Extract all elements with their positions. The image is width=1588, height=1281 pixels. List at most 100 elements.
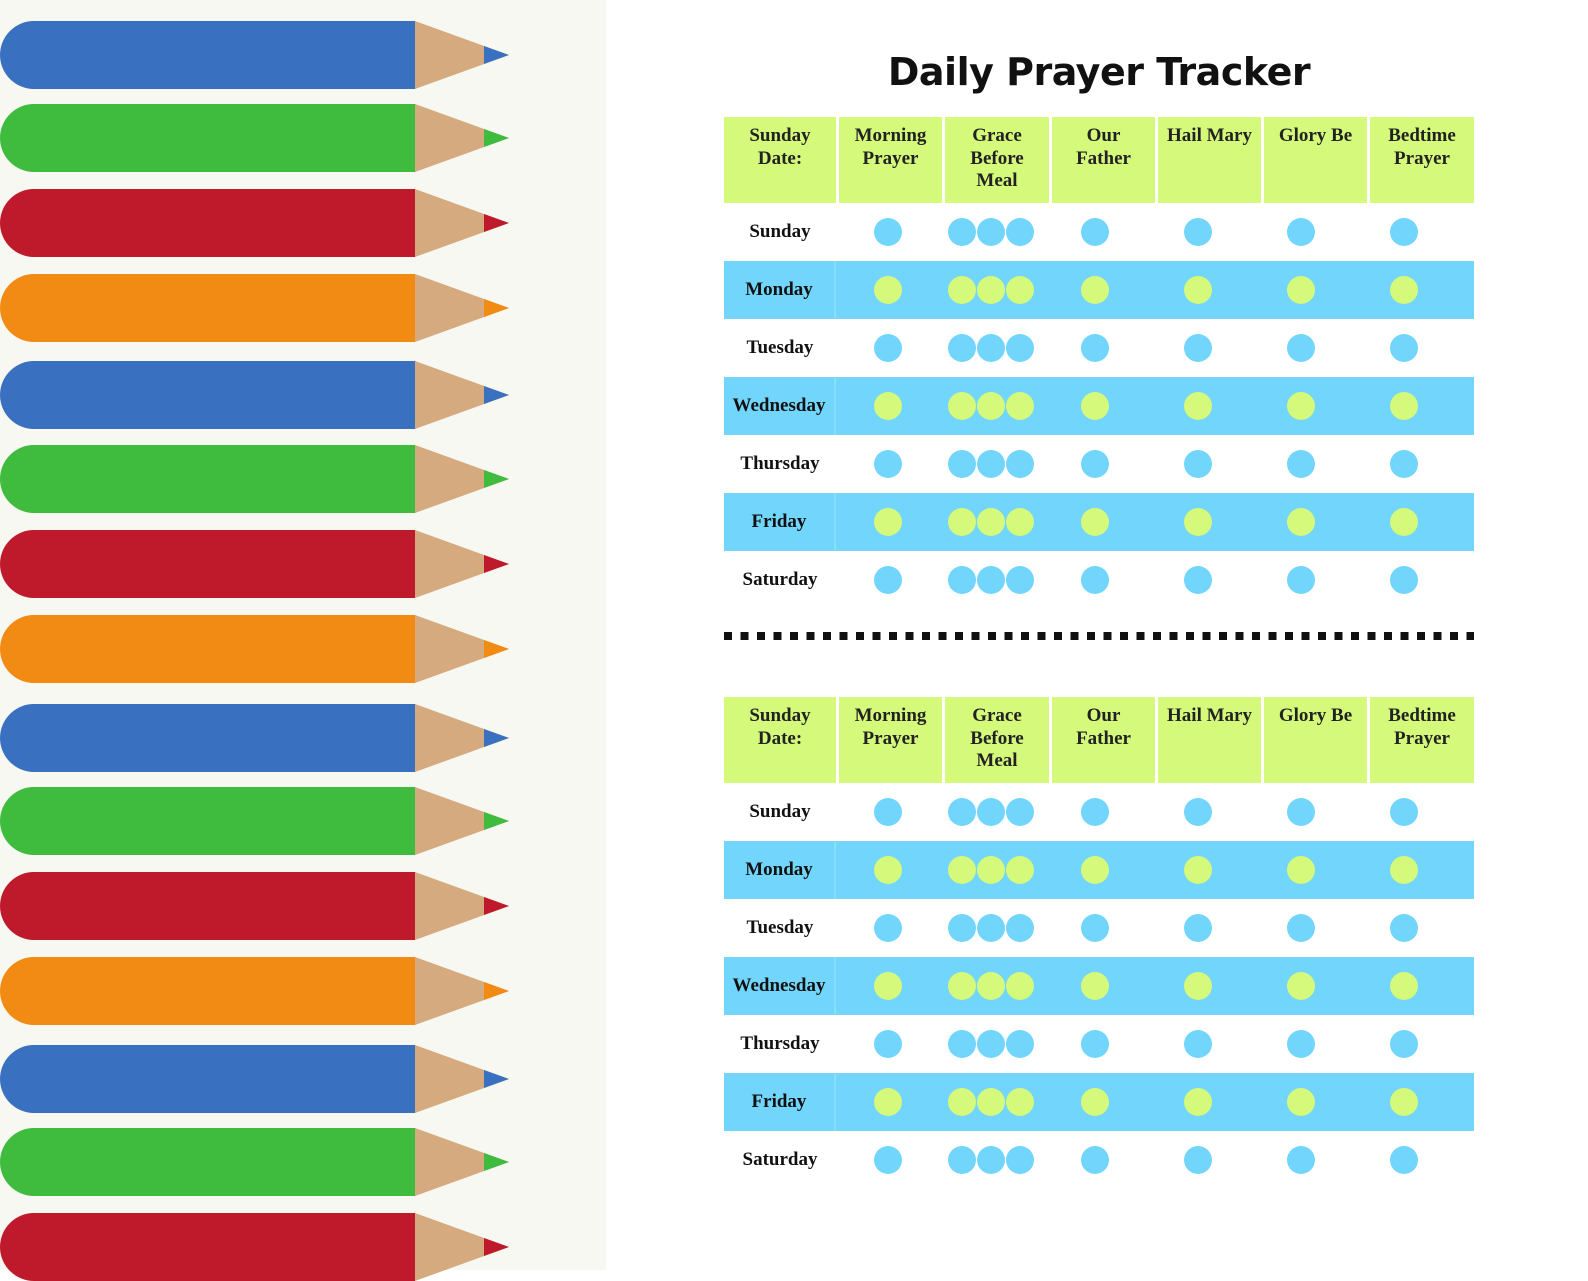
- tracking-circle[interactable]: [1183, 914, 1212, 942]
- tracking-circle[interactable]: [1286, 1030, 1315, 1058]
- tracking-circle[interactable]: [1286, 914, 1315, 942]
- prayer-checkbox-cell[interactable]: [1146, 957, 1249, 1015]
- tracking-circle[interactable]: [1390, 1146, 1418, 1174]
- prayer-checkbox-cell[interactable]: [836, 435, 939, 493]
- tracking-circle[interactable]: [1080, 1030, 1109, 1058]
- prayer-checkbox-cell[interactable]: [1146, 1073, 1249, 1131]
- tracking-circle[interactable]: [1006, 508, 1034, 536]
- tracking-circle[interactable]: [948, 798, 976, 826]
- tracking-circle[interactable]: [873, 508, 902, 536]
- tracking-circle[interactable]: [977, 276, 1005, 304]
- tracking-circle[interactable]: [1286, 450, 1315, 478]
- tracking-circle[interactable]: [1286, 972, 1315, 1000]
- prayer-checkbox-cell[interactable]: [1043, 1015, 1146, 1073]
- prayer-checkbox-cell[interactable]: [836, 783, 939, 841]
- tracking-circle[interactable]: [1183, 276, 1212, 304]
- prayer-checkbox-cell[interactable]: [1249, 203, 1352, 261]
- prayer-checkbox-cell[interactable]: [939, 551, 1043, 609]
- tracking-circle[interactable]: [1286, 334, 1315, 362]
- tracking-circle[interactable]: [1006, 798, 1034, 826]
- prayer-checkbox-cell[interactable]: [1249, 841, 1352, 899]
- prayer-checkbox-cell[interactable]: [1352, 261, 1456, 319]
- prayer-checkbox-cell[interactable]: [836, 203, 939, 261]
- tracking-circle[interactable]: [1006, 972, 1034, 1000]
- tracking-circle[interactable]: [873, 218, 902, 246]
- prayer-checkbox-cell[interactable]: [836, 551, 939, 609]
- prayer-checkbox-cell[interactable]: [1249, 783, 1352, 841]
- tracking-circle[interactable]: [1390, 218, 1418, 246]
- prayer-checkbox-cell[interactable]: [836, 493, 939, 551]
- tracking-circle[interactable]: [977, 566, 1005, 594]
- prayer-checkbox-cell[interactable]: [1146, 203, 1249, 261]
- prayer-checkbox-cell[interactable]: [836, 1131, 939, 1189]
- prayer-checkbox-cell[interactable]: [1249, 493, 1352, 551]
- tracking-circle[interactable]: [873, 856, 902, 884]
- prayer-checkbox-cell[interactable]: [1043, 783, 1146, 841]
- tracking-circle[interactable]: [948, 276, 976, 304]
- prayer-checkbox-cell[interactable]: [1043, 957, 1146, 1015]
- prayer-checkbox-cell[interactable]: [1352, 841, 1456, 899]
- tracking-circle[interactable]: [977, 334, 1005, 362]
- tracking-circle[interactable]: [948, 856, 976, 884]
- prayer-checkbox-cell[interactable]: [1146, 841, 1249, 899]
- tracking-circle[interactable]: [1390, 334, 1418, 362]
- tracking-circle[interactable]: [873, 1088, 902, 1116]
- tracking-circle[interactable]: [948, 508, 976, 536]
- prayer-checkbox-cell[interactable]: [1146, 1015, 1249, 1073]
- tracking-circle[interactable]: [1006, 914, 1034, 942]
- prayer-checkbox-cell[interactable]: [836, 1073, 939, 1131]
- tracking-circle[interactable]: [1006, 392, 1034, 420]
- tracking-circle[interactable]: [1080, 856, 1109, 884]
- prayer-checkbox-cell[interactable]: [1146, 319, 1249, 377]
- prayer-checkbox-cell[interactable]: [836, 899, 939, 957]
- tracking-circle[interactable]: [873, 1146, 902, 1174]
- prayer-checkbox-cell[interactable]: [1043, 1131, 1146, 1189]
- prayer-checkbox-cell[interactable]: [1043, 1073, 1146, 1131]
- prayer-checkbox-cell[interactable]: [939, 783, 1043, 841]
- prayer-checkbox-cell[interactable]: [1043, 203, 1146, 261]
- tracking-circle[interactable]: [1183, 1030, 1212, 1058]
- tracking-circle[interactable]: [1006, 218, 1034, 246]
- tracking-circle[interactable]: [1390, 1088, 1418, 1116]
- tracking-circle[interactable]: [1080, 972, 1109, 1000]
- prayer-checkbox-cell[interactable]: [836, 841, 939, 899]
- prayer-checkbox-cell[interactable]: [1043, 261, 1146, 319]
- tracking-circle[interactable]: [873, 972, 902, 1000]
- tracking-circle[interactable]: [948, 334, 976, 362]
- prayer-checkbox-cell[interactable]: [1249, 1073, 1352, 1131]
- prayer-checkbox-cell[interactable]: [1352, 319, 1456, 377]
- tracking-circle[interactable]: [873, 450, 902, 478]
- tracking-circle[interactable]: [873, 392, 902, 420]
- prayer-checkbox-cell[interactable]: [1249, 261, 1352, 319]
- tracking-circle[interactable]: [1390, 392, 1418, 420]
- tracking-circle[interactable]: [1183, 508, 1212, 536]
- tracking-circle[interactable]: [1390, 972, 1418, 1000]
- tracking-circle[interactable]: [977, 914, 1005, 942]
- prayer-checkbox-cell[interactable]: [1146, 435, 1249, 493]
- prayer-checkbox-cell[interactable]: [1352, 435, 1456, 493]
- tracking-circle[interactable]: [1080, 450, 1109, 478]
- tracking-circle[interactable]: [977, 972, 1005, 1000]
- prayer-checkbox-cell[interactable]: [1352, 783, 1456, 841]
- tracking-circle[interactable]: [948, 392, 976, 420]
- prayer-checkbox-cell[interactable]: [1249, 551, 1352, 609]
- prayer-checkbox-cell[interactable]: [1043, 493, 1146, 551]
- tracking-circle[interactable]: [1286, 508, 1315, 536]
- tracking-circle[interactable]: [1006, 566, 1034, 594]
- prayer-checkbox-cell[interactable]: [939, 203, 1043, 261]
- tracking-circle[interactable]: [977, 508, 1005, 536]
- prayer-checkbox-cell[interactable]: [939, 1015, 1043, 1073]
- prayer-checkbox-cell[interactable]: [939, 261, 1043, 319]
- prayer-checkbox-cell[interactable]: [1352, 899, 1456, 957]
- tracking-circle[interactable]: [1080, 508, 1109, 536]
- tracking-circle[interactable]: [1286, 392, 1315, 420]
- prayer-checkbox-cell[interactable]: [1043, 319, 1146, 377]
- tracking-circle[interactable]: [873, 334, 902, 362]
- tracking-circle[interactable]: [977, 450, 1005, 478]
- tracking-circle[interactable]: [977, 1030, 1005, 1058]
- tracking-circle[interactable]: [948, 914, 976, 942]
- tracking-circle[interactable]: [977, 1146, 1005, 1174]
- tracking-circle[interactable]: [977, 1088, 1005, 1116]
- tracking-circle[interactable]: [1286, 276, 1315, 304]
- tracking-circle[interactable]: [873, 1030, 902, 1058]
